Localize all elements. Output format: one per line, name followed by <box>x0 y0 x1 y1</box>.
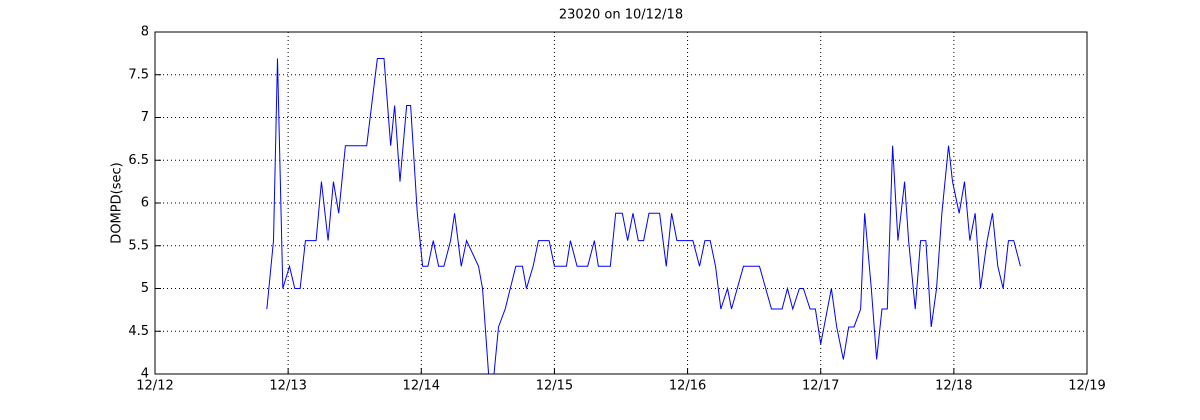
x-tick-label: 12/15 <box>536 379 573 394</box>
y-tick-label: 7.5 <box>128 67 149 82</box>
chart-title: 23020 on 10/12/18 <box>559 8 683 23</box>
x-tick-label: 12/17 <box>802 379 839 394</box>
x-tick-label: 12/18 <box>935 379 972 394</box>
y-tick-label: 7 <box>141 110 149 125</box>
x-tick-label: 12/13 <box>269 379 306 394</box>
x-tick-label: 12/14 <box>403 379 440 394</box>
y-tick-label: 4.5 <box>128 324 149 339</box>
y-tick-label: 5 <box>141 281 149 296</box>
x-tick-label: 12/12 <box>136 379 173 394</box>
y-axis-label: DOMPD(sec) <box>110 162 125 243</box>
x-tick-label: 12/19 <box>1068 379 1105 394</box>
data-line <box>266 58 1021 374</box>
plot-area <box>266 58 1021 374</box>
y-tick-label: 5.5 <box>128 238 149 253</box>
axes-box <box>154 31 1088 375</box>
y-tick-label: 4 <box>141 367 149 382</box>
y-tick-label: 8 <box>141 25 149 40</box>
x-tick-label: 12/16 <box>669 379 706 394</box>
y-tick-label: 6.5 <box>128 153 149 168</box>
y-tick-label: 6 <box>141 196 149 211</box>
